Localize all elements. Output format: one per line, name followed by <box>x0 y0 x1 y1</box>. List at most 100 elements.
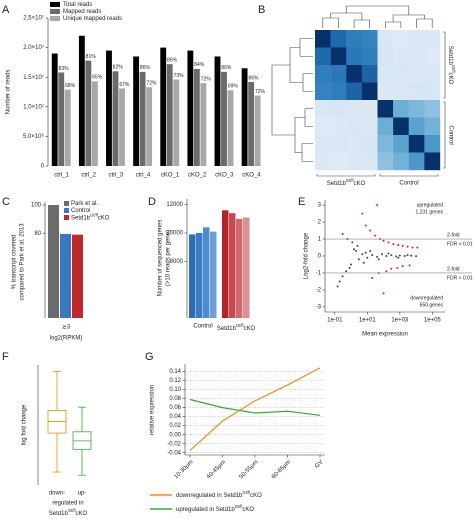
point <box>369 229 372 232</box>
point <box>397 243 400 246</box>
value-label: 84% <box>194 62 205 68</box>
x-tick-label: cKO_2 <box>188 173 207 179</box>
bar <box>187 50 194 167</box>
point <box>361 253 364 256</box>
value-label: 83% <box>59 66 70 72</box>
point <box>382 292 385 295</box>
heatmap-cell <box>424 135 441 153</box>
legend-label: Mapped reads <box>63 9 101 15</box>
x-tick-label: cKO_1 <box>161 173 180 179</box>
x-tick-label: Control <box>193 324 212 330</box>
y-tick-label: 0.00 <box>169 432 181 438</box>
y-tick-label: 10000 <box>166 231 183 237</box>
legend-label-part: Gt/fl <box>242 490 250 495</box>
x-axis-label-part: cKO <box>76 511 88 517</box>
group-label: Setd1bGt/flcKO <box>447 46 456 85</box>
heatmap-cell <box>330 152 347 171</box>
heatmap-cell <box>346 117 363 136</box>
point <box>371 277 374 280</box>
point <box>406 245 409 248</box>
y-tick-label: -1 <box>316 271 322 277</box>
point <box>396 266 399 269</box>
heatmap-cell <box>361 47 378 66</box>
bar <box>112 71 119 166</box>
x-axis-label: regulated in <box>52 501 83 507</box>
heatmap-cell <box>361 65 378 83</box>
point <box>374 234 377 237</box>
point <box>380 253 383 256</box>
heatmap-cell <box>377 65 394 83</box>
bar <box>229 213 236 318</box>
y-tick-label: 80 <box>34 231 41 237</box>
x-tick-label: 60-65µm <box>271 459 292 480</box>
legend-label-part: upregulated in Setd1b <box>176 507 235 513</box>
y-tick-label: -0.04 <box>167 450 181 456</box>
heatmap-cell <box>315 30 331 48</box>
heatmap-cell <box>393 82 409 101</box>
legend-swatch <box>64 215 69 220</box>
y-tick-label: 1.5×10⁷ <box>23 74 44 81</box>
legend-label: Setd1bGt/flcKO <box>71 212 110 221</box>
heatmap-cell <box>408 100 425 118</box>
group-label: Control <box>447 125 453 144</box>
bar <box>200 83 207 166</box>
heatmap-cell <box>424 47 441 66</box>
x-tick-label: down- <box>49 491 65 497</box>
value-label: 86% <box>221 65 232 71</box>
x-tick-label: 10-30µm <box>173 459 194 480</box>
group-brackets <box>316 31 446 177</box>
annotation: downregulated <box>410 295 443 301</box>
bar <box>60 233 71 318</box>
heatmap-cell <box>315 65 331 83</box>
x-axis-label: Setd1bGt/flcKO <box>49 508 88 517</box>
heatmap-cell <box>377 100 394 118</box>
panel-letter: A <box>2 4 10 16</box>
x-tick-label: cKO_4 <box>242 173 261 179</box>
y-tick-label: 0.14 <box>169 369 181 375</box>
annotation: upregulated <box>417 202 444 208</box>
legend-label-part: downregulated in Setd1b <box>176 493 243 499</box>
y-axis-label: Log2-fold change <box>304 232 310 279</box>
bar <box>51 53 58 166</box>
group-label-part: Gt/fl <box>346 178 354 183</box>
value-label: 72% <box>146 81 157 87</box>
point <box>406 254 409 257</box>
bar <box>214 56 221 167</box>
heatmap-cell <box>346 82 363 101</box>
heatmap-cell <box>361 152 378 171</box>
heatmap-cell <box>361 30 378 48</box>
heatmap-cell <box>408 135 425 153</box>
x-tick-label: 1e+05 <box>424 318 442 324</box>
bar <box>106 50 112 167</box>
heatmap-cell <box>377 82 394 101</box>
x-tick-label: GV <box>314 459 324 469</box>
bar <box>173 79 180 166</box>
point <box>403 255 406 257</box>
y-tick-label: 0 <box>318 254 322 260</box>
point <box>376 255 379 258</box>
y-tick-label: 5.0×10⁶ <box>23 133 45 140</box>
point <box>345 270 348 273</box>
panel-letter: E <box>298 196 305 208</box>
heatmap-cell <box>330 100 347 118</box>
y-tick-label: -2 <box>316 288 322 294</box>
y-tick-label: 8000 <box>170 259 184 265</box>
y-axis-label: (>10 reads per gene) <box>166 230 172 286</box>
x-tick-label: ctrl_4 <box>136 173 151 179</box>
bar <box>166 64 173 166</box>
heatmap-cell <box>315 135 331 153</box>
point <box>376 204 379 207</box>
bar <box>139 71 146 166</box>
heatmap-cell <box>393 47 409 66</box>
heatmap-cell <box>330 117 347 136</box>
x-axis-label-part: Setd1b <box>49 511 69 517</box>
bar <box>91 81 98 166</box>
y-axis-label: log fold change <box>22 404 28 445</box>
point <box>357 258 360 261</box>
bar <box>221 71 227 166</box>
value-label: 86% <box>248 75 259 81</box>
bar <box>58 72 65 166</box>
y-tick-label: -0.02 <box>167 441 181 447</box>
group-label-part: Gt/fl <box>451 65 456 73</box>
annotation: 650 genes <box>420 302 444 308</box>
